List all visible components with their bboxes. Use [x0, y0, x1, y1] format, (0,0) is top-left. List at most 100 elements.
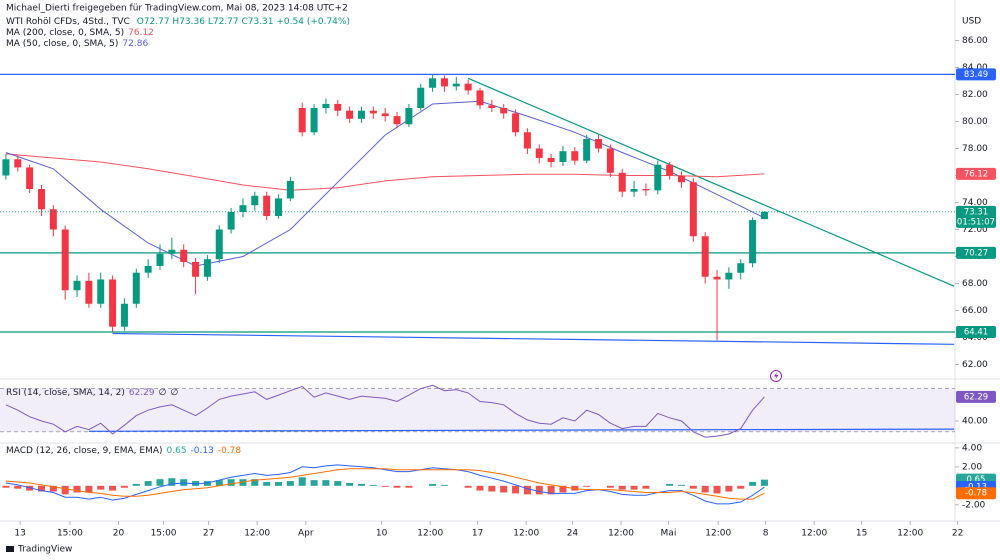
x-tick-label: 15:00: [151, 529, 177, 539]
x-tick-label: 20: [113, 529, 125, 539]
candle-body: [618, 172, 626, 192]
candle-body: [215, 229, 223, 260]
candle-body: [476, 90, 484, 106]
x-tick-label: 17: [472, 529, 483, 539]
candle-body: [251, 195, 259, 206]
y-tick-label: 78.00: [962, 144, 988, 154]
histogram-bar: [689, 485, 697, 489]
candle-body: [547, 157, 555, 162]
histogram-bar: [215, 480, 223, 486]
candle-body: [500, 108, 508, 114]
ma-value: 76.12: [128, 28, 154, 38]
level-tag: 70.27: [964, 248, 988, 258]
x-tick-label: 12:00: [417, 529, 443, 539]
candle-body: [109, 279, 117, 327]
x-tick-label: 12:00: [705, 529, 731, 539]
level-tag-bg: [956, 325, 996, 338]
candle-body: [393, 116, 401, 125]
legend: Michael_Dierti freigegeben für TradingVi…: [6, 4, 981, 456]
histogram-bar: [512, 485, 520, 494]
candle-body: [286, 180, 294, 199]
histogram-bar: [547, 485, 555, 495]
y-tick-label: 66.00: [962, 306, 988, 316]
candle-body: [583, 139, 591, 161]
ma-value: 72.86: [122, 39, 148, 49]
level-tag: 64.41: [964, 327, 988, 337]
histogram-bar: [749, 482, 757, 486]
candle-body: [346, 110, 354, 119]
candle-body: [26, 167, 34, 189]
candle-body: [464, 83, 472, 91]
level-tag: 83.49: [964, 70, 988, 80]
histogram-bar: [701, 485, 709, 493]
candle-body: [417, 87, 425, 108]
histogram-bar: [381, 485, 389, 487]
candle-body: [452, 83, 460, 87]
histogram-bar: [61, 485, 69, 495]
candle-body: [120, 303, 128, 327]
histogram-bar: [144, 481, 152, 486]
candle-body: [512, 113, 520, 133]
histogram-bar: [251, 479, 259, 486]
histogram-bar: [85, 485, 93, 493]
level-tag-bg: [956, 246, 996, 259]
histogram-bar: [583, 485, 591, 487]
candle-body: [310, 108, 318, 133]
y-tick-label: 82.00: [962, 90, 988, 100]
x-tick-label: 12:00: [897, 529, 923, 539]
histogram-bar: [369, 484, 377, 486]
y-tick-label: 4.00: [962, 443, 982, 453]
histogram-bar: [109, 485, 117, 491]
candle-body: [275, 198, 283, 216]
histogram-bar: [464, 485, 472, 488]
candle-body: [737, 263, 745, 273]
y-tick-label: 40.00: [962, 417, 988, 427]
x-tick-label: 15: [856, 529, 867, 539]
candle-body: [97, 279, 105, 304]
histogram-bar: [275, 482, 283, 486]
histogram-bar: [357, 483, 365, 486]
histogram-bar: [476, 485, 484, 491]
histogram-bar: [618, 485, 626, 490]
logo-mark: [6, 546, 14, 552]
histogram-bar: [298, 477, 306, 486]
histogram-bar: [737, 485, 745, 489]
rsi-legend: RSI (14, close, SMA, 14, 2) 62.29 ∅∅: [6, 388, 178, 398]
candle-body: [334, 103, 342, 111]
ma-tag: 76.12: [964, 169, 988, 179]
candle-body: [49, 209, 57, 230]
candle-body: [488, 105, 496, 108]
histogram-bar: [2, 485, 10, 488]
histogram-bar: [120, 485, 128, 488]
histogram-bar: [488, 485, 496, 492]
y-tick-label: 86.00: [962, 36, 988, 46]
candle-body: [239, 205, 247, 212]
histogram-bar: [73, 485, 81, 493]
histogram-bar: [500, 485, 508, 493]
candle-body: [203, 259, 211, 277]
candle-body: [132, 272, 140, 304]
candle-body: [429, 78, 437, 88]
candle-body: [2, 159, 10, 176]
histogram-bar: [713, 485, 721, 494]
signal-line: [5, 468, 765, 500]
macd-name: MACD (12, 26, close, 9, EMA, EMA): [6, 446, 163, 456]
ma-name: MA (200, close, 0, SMA, 5): [6, 28, 124, 38]
y-tick-label: 62.00: [962, 360, 988, 370]
x-tick-label: 12:00: [513, 529, 539, 539]
macd-line: [5, 464, 765, 505]
event-bolt: [774, 372, 779, 380]
event-icon[interactable]: [770, 370, 782, 382]
moving-average: [5, 100, 765, 267]
logo: TradingView: [6, 545, 72, 555]
brand: TradingView: [17, 545, 72, 555]
candle-body: [369, 110, 377, 114]
candle-body: [606, 148, 614, 173]
histogram-bar: [523, 485, 531, 495]
candle-body: [654, 164, 662, 191]
histogram-bar: [310, 480, 318, 486]
candle-body: [440, 78, 448, 87]
candle-body: [630, 189, 638, 192]
candle-body: [749, 220, 757, 264]
candle-body: [760, 211, 768, 220]
